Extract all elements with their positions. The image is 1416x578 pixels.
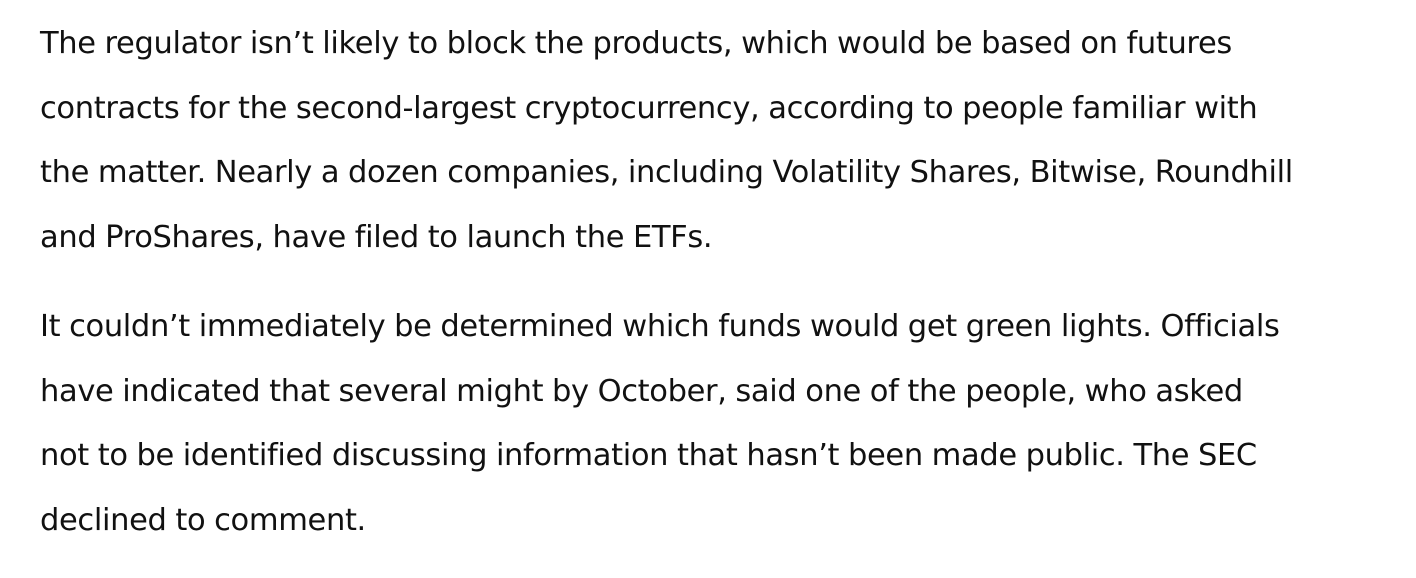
paragraph-line: and ProShares, have filed to launch the …	[40, 219, 713, 255]
paragraph-line: contracts for the second-largest cryptoc…	[40, 90, 1258, 126]
article-paragraph-2: It couldn’t immediately be determined wh…	[40, 295, 1412, 553]
paragraph-line: not to be identified discussing informat…	[40, 438, 1257, 473]
paragraph-line: have indicated that several might by Oct…	[40, 373, 1243, 409]
paragraph-line: It couldn’t immediately be determined wh…	[40, 309, 1280, 344]
paragraph-line: The regulator isn’t likely to block the …	[40, 26, 1232, 61]
paragraph-line: declined to comment.	[40, 502, 366, 538]
article-paragraph-1: The regulator isn’t likely to block the …	[40, 12, 1412, 270]
paragraph-line: the matter. Nearly a dozen companies, in…	[40, 155, 1293, 190]
article-body: The regulator isn’t likely to block the …	[40, 12, 1412, 553]
